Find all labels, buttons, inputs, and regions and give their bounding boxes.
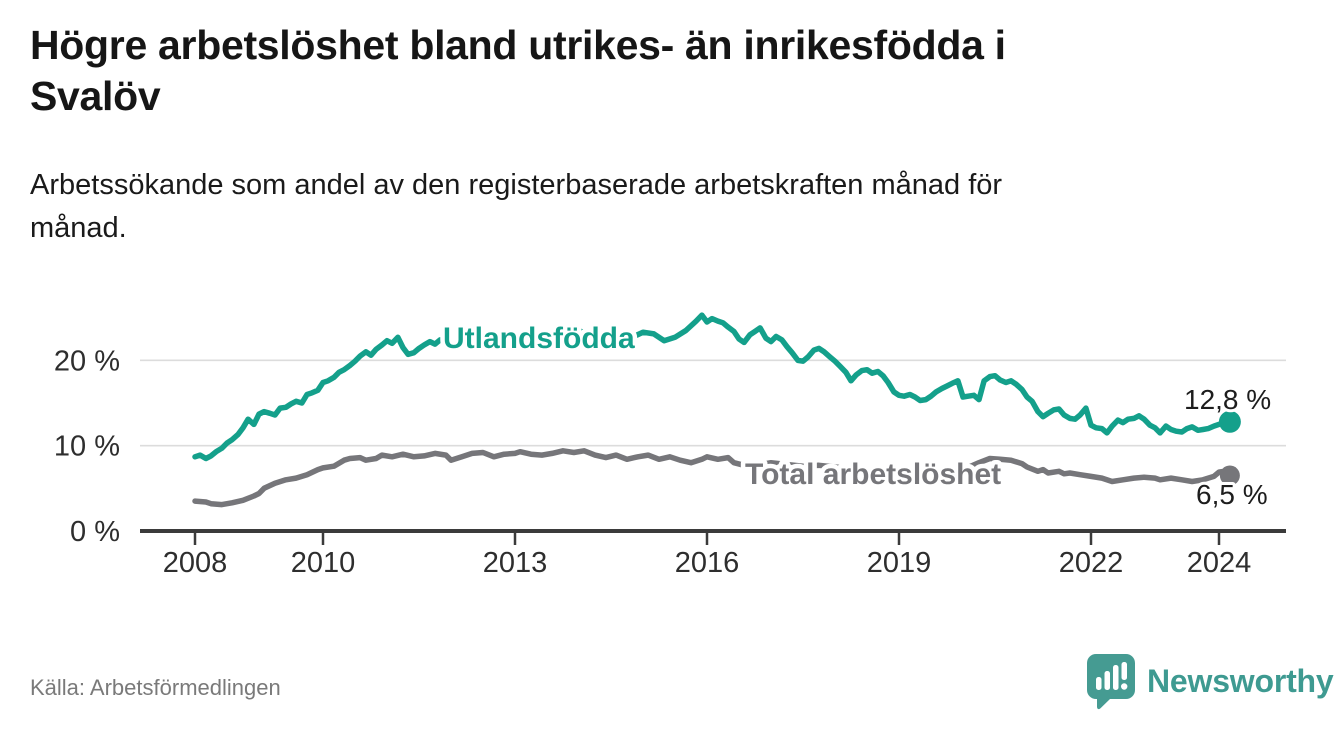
- chart-title: Högre arbetslöshet bland utrikes- än inr…: [30, 22, 1006, 119]
- chart-subtitle: Arbetssökande som andel av den registerb…: [30, 169, 1003, 244]
- series-end-dot: [1218, 410, 1241, 433]
- y-axis-tick-label: 20 %: [54, 345, 120, 377]
- series-end-dot: [1219, 465, 1240, 486]
- x-axis-tick-label: 2008: [163, 547, 228, 579]
- x-axis-tick-label: 2022: [1059, 547, 1124, 579]
- x-axis-tick-label: 2016: [675, 547, 740, 579]
- x-axis-tick-label: 2019: [867, 547, 932, 579]
- source-text: Källa: Arbetsförmedlingen: [30, 675, 281, 700]
- y-axis-tick-label: 10 %: [54, 431, 120, 463]
- series-label: Utlandsfödda: [443, 322, 635, 355]
- series-end-value-label: 12,8 %: [1184, 384, 1271, 415]
- series-line-utlandsfodda: [192, 312, 1233, 462]
- newsworthy-logo: Newsworthy: [1086, 653, 1334, 710]
- newsworthy-bubble-chart-icon: [1087, 654, 1135, 710]
- series-end-value-label: 6,5 %: [1196, 479, 1268, 510]
- series-label: Total arbetslöshet: [745, 458, 1001, 491]
- x-axis-tick-label: 2013: [483, 547, 548, 579]
- newsworthy-logo-text: Newsworthy: [1147, 663, 1334, 699]
- x-axis-tick-label: 2024: [1187, 547, 1252, 579]
- y-axis-tick-label: 0 %: [70, 516, 120, 548]
- x-axis-tick-label: 2010: [291, 547, 356, 579]
- series-line-total: [192, 448, 1233, 508]
